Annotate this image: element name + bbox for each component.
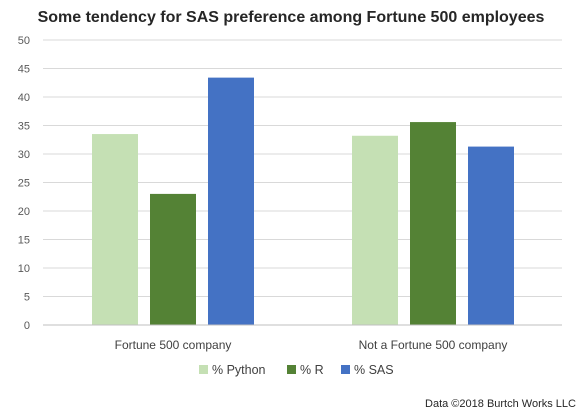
y-axis-ticks: 0 5 10 15 20 25 30 35 40 45 50 [18,35,30,332]
y-tick-label: 0 [24,320,30,332]
legend-label: % Python [212,363,266,377]
y-tick-label: 25 [18,178,30,190]
y-tick-label: 30 [18,149,30,161]
bar [150,193,196,325]
bar [352,135,398,325]
bar [468,146,514,325]
bars [92,77,514,326]
x-category-label: Not a Fortune 500 company [359,338,508,352]
chart-title: Some tendency for SAS preference among F… [38,9,545,26]
bar [92,134,138,325]
legend: % Python % R % SAS [199,363,394,377]
legend-label: % R [300,363,324,377]
data-credit: Data ©2018 Burtch Works LLC [425,398,576,410]
legend-swatch [199,365,208,374]
y-tick-label: 15 [18,235,30,247]
y-tick-label: 35 [18,121,30,133]
legend-swatch [287,365,296,374]
y-tick-label: 50 [18,35,30,47]
legend-label: % SAS [354,363,394,377]
y-tick-label: 20 [18,206,30,218]
bar [410,122,456,325]
x-axis: Fortune 500 company Not a Fortune 500 com… [43,324,562,352]
bar [208,77,254,326]
y-tick-label: 40 [18,92,30,104]
x-category-label: Fortune 500 company [115,338,232,352]
y-tick-label: 5 [24,292,30,304]
y-tick-label: 45 [18,64,30,76]
legend-swatch [341,365,350,374]
y-tick-label: 10 [18,263,30,275]
